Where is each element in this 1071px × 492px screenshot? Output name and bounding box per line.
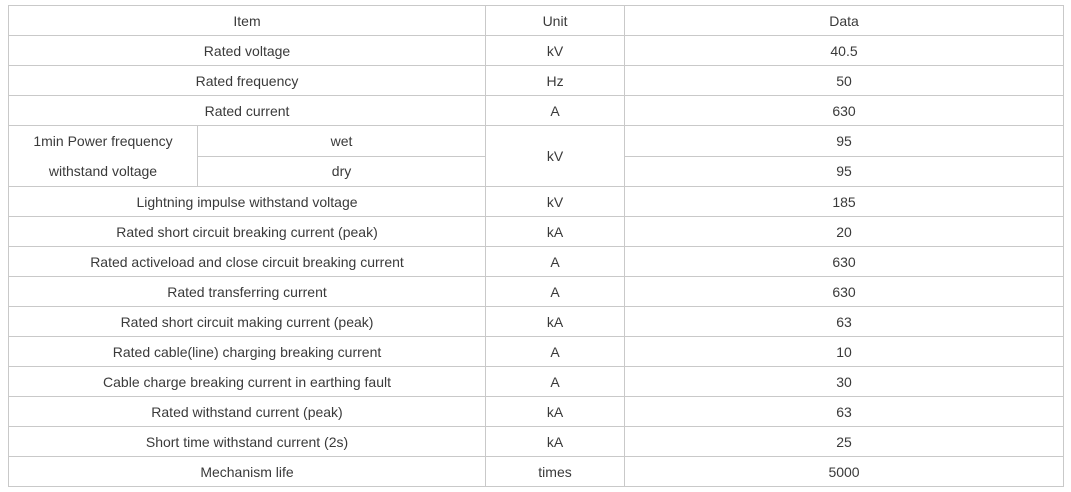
table-row: Cable charge breaking current in earthin… [7,366,1065,397]
data-cell: 630 [624,246,1065,277]
unit-cell: times [485,456,626,487]
condition-cell-wet: wet [196,125,487,157]
data-cell: 20 [624,216,1065,247]
unit-cell: kA [485,306,626,337]
unit-cell: A [485,95,626,126]
header-data: Data [624,5,1065,36]
table-row: Rated frequency Hz 50 [7,65,1065,96]
data-cell: 95 [624,155,1065,187]
header-item: Item [7,5,487,36]
data-cell: 10 [624,336,1065,367]
item-cell: Rated short circuit making current (peak… [7,306,487,337]
unit-cell: Hz [485,65,626,96]
spec-table: Item Unit Data Rated voltage kV 40.5 Rat… [7,5,1065,487]
table-row: Rated cable(line) charging breaking curr… [7,336,1065,367]
data-cell: 30 [624,366,1065,397]
data-cell: 5000 [624,456,1065,487]
table-row: Rated transferring current A 630 [7,276,1065,307]
item-cell: Rated frequency [7,65,487,96]
unit-cell: kA [485,426,626,457]
item-cell: Rated withstand current (peak) [7,396,487,427]
data-cell: 40.5 [624,35,1065,66]
header-row: Item Unit Data [7,5,1065,36]
item-line-2: withstand voltage [48,163,158,179]
table-row: Rated short circuit making current (peak… [7,306,1065,337]
unit-cell: A [485,366,626,397]
item-cell: Rated voltage [7,35,487,66]
item-cell-power-frequency: 1min Power frequency withstand voltage [8,125,198,187]
data-cell: 630 [624,276,1065,307]
table-row: Rated withstand current (peak) kA 63 [7,396,1065,427]
unit-cell: A [485,276,626,307]
unit-cell: kV [485,35,626,66]
unit-cell: A [485,336,626,367]
condition-cell-dry: dry [196,155,487,187]
item-cell: Rated activeload and close circuit break… [7,246,487,277]
item-cell: Mechanism life [7,456,487,487]
table-row: Rated activeload and close circuit break… [7,246,1065,277]
item-cell: Short time withstand current (2s) [7,426,487,457]
unit-cell: kV [485,125,626,187]
table-row-power-frequency-wet: 1min Power frequency withstand voltage w… [8,125,1065,187]
data-cell: 50 [624,65,1065,96]
item-line-1: 1min Power frequency [33,133,173,149]
table-row: Mechanism life times 5000 [7,456,1065,487]
item-cell: Rated cable(line) charging breaking curr… [7,336,487,367]
table-row: Short time withstand current (2s) kA 25 [7,426,1065,457]
data-cell: 185 [624,186,1065,217]
item-cell: Rated transferring current [7,276,487,307]
unit-cell: kA [485,216,626,247]
item-cell: Cable charge breaking current in earthin… [7,366,487,397]
data-cell: 630 [624,95,1065,126]
unit-cell: kA [485,396,626,427]
data-cell: 63 [624,306,1065,337]
data-cell: 25 [624,426,1065,457]
item-cell: Rated current [7,95,487,126]
table-row-power-frequency-dry: dry 95 [9,155,1065,187]
unit-cell: A [485,246,626,277]
table-row: Rated short circuit breaking current (pe… [7,216,1065,247]
header-unit: Unit [485,5,626,36]
table-row: Rated voltage kV 40.5 [7,35,1065,66]
unit-cell: kV [485,186,626,217]
table-row: Lightning impulse withstand voltage kV 1… [7,186,1065,217]
data-cell: 95 [624,125,1065,157]
table-row: Rated current A 630 [7,95,1065,126]
data-cell: 63 [624,396,1065,427]
item-cell: Rated short circuit breaking current (pe… [7,216,487,247]
item-cell: Lightning impulse withstand voltage [7,186,487,217]
